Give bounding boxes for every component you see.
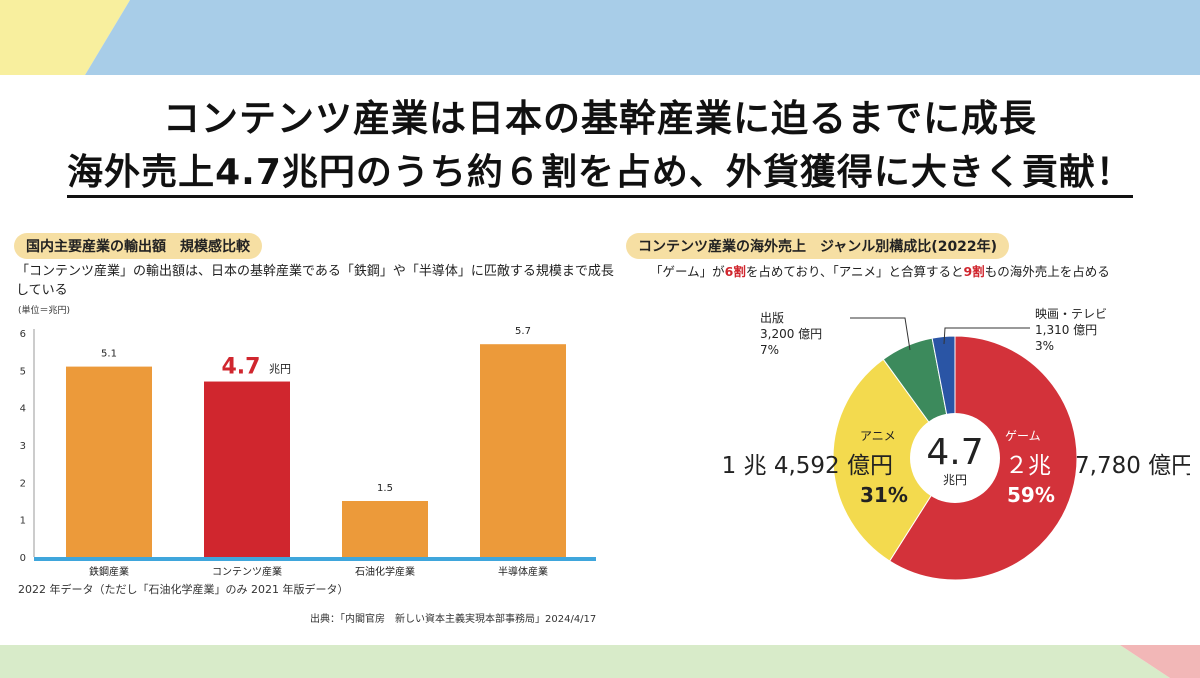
slice-label: 出版 — [760, 311, 784, 325]
bar-chart-description: 「コンテンツ産業」の輸出額は、日本の基幹産業である「鉄鋼」や「半導体」に匹敵する… — [16, 264, 614, 298]
y-tick-label: 3 — [20, 441, 26, 452]
bar-chart-unit: (単位＝兆円) — [18, 306, 71, 316]
leader-line — [943, 327, 1030, 345]
slice-amount: 1 兆 4,592 億円 — [722, 453, 893, 479]
slice-amount: 7,780 億円 — [1075, 453, 1190, 479]
source-citation: 出典：「内閣官房 新しい資本主義実現本部事務局」2024/4/17 — [310, 614, 597, 625]
slice-percent: 31% — [860, 483, 908, 507]
y-tick-label: 1 — [20, 516, 26, 527]
slice-amount: 1,310 億円 — [1035, 323, 1097, 337]
bar — [66, 366, 152, 557]
leader-line — [850, 317, 911, 351]
data-label: 1.5 — [377, 483, 393, 494]
y-tick-label: 2 — [20, 478, 26, 489]
page-subtitle: 海外売上4.7兆円のうち約６割を占め、外貨獲得に大きく貢献！ — [0, 143, 1200, 198]
y-tick-label: 4 — [20, 404, 26, 415]
data-label-unit: 兆円 — [269, 363, 291, 376]
slice-label: 映画・テレビ — [1035, 307, 1107, 321]
pie-chart-description: 「ゲーム」が6割を占めており、「アニメ」と合算すると9割もの海外売上を占める — [650, 264, 1110, 279]
bar — [204, 381, 290, 557]
pie-chart: 4.7兆円 ゲーム ２兆 7,780 億円 59% アニメ 1 兆 4,592 億円 31%… — [722, 307, 1190, 581]
center-value: 4.7 — [926, 432, 983, 473]
slice-percent: 3% — [1035, 339, 1054, 353]
slice-label: ゲーム — [1005, 429, 1041, 443]
x-tick-label: 鉄鋼産業 — [89, 565, 129, 578]
page-title: コンテンツ産業は日本の基幹産業に迫るまでに成長 — [163, 97, 1037, 140]
x-tick-label: コンテンツ産業 — [212, 565, 282, 578]
slice-percent: 59% — [1007, 483, 1055, 507]
bar-chart-heading: 国内主要産業の輸出額 規模感比較 — [14, 233, 262, 259]
y-tick-label: 5 — [20, 366, 26, 377]
slice-amount: ２兆 — [1005, 453, 1051, 479]
bar — [342, 501, 428, 557]
x-tick-label: 石油化学産業 — [355, 565, 415, 578]
data-label: 5.1 — [101, 349, 117, 360]
donut-hole — [910, 413, 1000, 503]
data-label: 4.7 — [222, 355, 261, 380]
x-axis-baseline — [34, 557, 596, 561]
bar-chart-note: 2022 年データ（ただし「石油化学産業」のみ 2021 年版データ） — [18, 583, 349, 596]
pie-slice — [832, 358, 956, 562]
y-tick-label: 0 — [20, 553, 26, 564]
slice-amount: 3,200 億円 — [760, 327, 822, 341]
pie-chart-heading: コンテンツ産業の海外売上 ジャンル別構成比(2022年) — [626, 233, 1010, 259]
slice-label: アニメ — [860, 429, 896, 443]
y-tick-label: 6 — [20, 329, 26, 340]
data-label: 5.7 — [515, 326, 531, 337]
bar — [480, 344, 566, 557]
center-unit: 兆円 — [943, 473, 967, 487]
slice-percent: 7% — [760, 343, 779, 357]
x-tick-label: 半導体産業 — [498, 565, 548, 578]
